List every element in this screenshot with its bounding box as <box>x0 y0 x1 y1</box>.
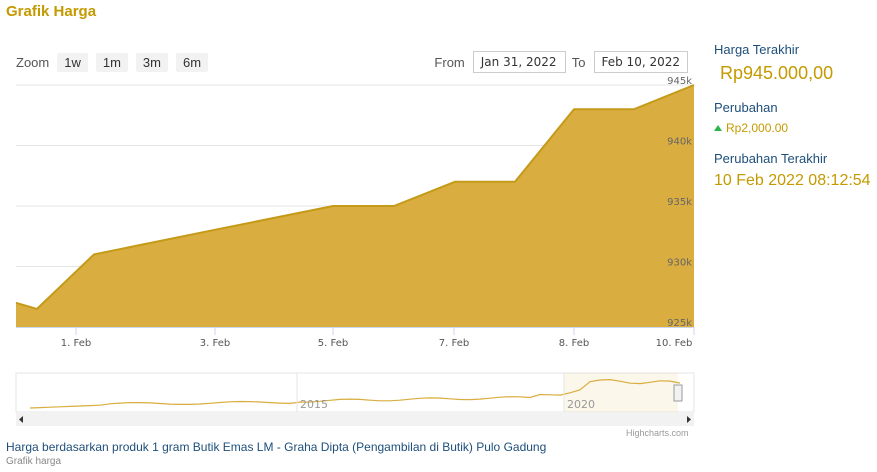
y-tick-label: 935k <box>667 197 692 208</box>
price-chart: Zoom 1w 1m 3m 6m From Jan 31, 2022 To Fe… <box>0 40 700 440</box>
last-change-label: Perubahan Terakhir <box>714 151 828 166</box>
change-row: Rp2,000.00 <box>714 121 874 135</box>
zoom-label: Zoom <box>16 54 50 70</box>
y-tick-label: 930k <box>667 258 692 269</box>
page-title: Grafik Harga <box>6 3 97 20</box>
change-value: Rp2,000.00 <box>726 121 789 135</box>
navigator-handle[interactable] <box>673 384 683 402</box>
y-tick-label: 925k <box>667 318 692 329</box>
scroll-right-arrow-icon[interactable] <box>687 416 691 423</box>
up-arrow-icon <box>714 125 722 131</box>
price-summary-panel: Harga Terakhir Rp945.000,00 Perubahan Rp… <box>714 42 874 190</box>
y-tick-label: 945k <box>667 76 692 87</box>
footer-subtitle: Grafik harga <box>6 456 62 467</box>
to-date-input[interactable]: Feb 10, 2022 <box>593 51 688 73</box>
x-tick-label: 1. Feb <box>61 338 91 349</box>
navigator-year-label: 2015 <box>300 398 328 411</box>
navigator-selection[interactable] <box>564 373 678 412</box>
from-label: From <box>434 54 465 70</box>
to-label: To <box>571 54 586 70</box>
x-tick-label: 5. Feb <box>318 338 348 349</box>
date-range-selector: From Jan 31, 2022 To Feb 10, 2022 <box>434 51 694 73</box>
y-tick-label: 940k <box>667 137 692 148</box>
scroll-left-arrow-icon[interactable] <box>19 416 23 423</box>
x-tick-label: 8. Feb <box>559 338 589 349</box>
navigator-frame <box>15 372 695 413</box>
x-tick-label: 3. Feb <box>200 338 230 349</box>
change-label: Perubahan <box>714 100 778 115</box>
last-price-value: Rp945.000,00 <box>720 63 834 83</box>
x-tick-label: 7. Feb <box>439 338 469 349</box>
zoom-1m-button[interactable]: 1m <box>95 52 128 72</box>
zoom-3m-button[interactable]: 3m <box>135 52 168 72</box>
credits-link[interactable]: Highcharts.com <box>626 428 689 438</box>
from-date-input[interactable]: Jan 31, 2022 <box>472 51 566 73</box>
navigator-scrollbar[interactable] <box>16 413 694 426</box>
navigator-series <box>29 378 681 409</box>
x-tick-label: 10. Feb <box>656 338 693 349</box>
zoom-6m-button[interactable]: 6m <box>175 52 209 72</box>
navigator-year-label: 2020 <box>567 398 595 411</box>
zoom-1w-button[interactable]: 1w <box>57 52 88 72</box>
last-price-label: Harga Terakhir <box>714 42 800 57</box>
zoom-selector: Zoom 1w 1m 3m 6m <box>16 52 216 72</box>
last-change-time: 10 Feb 2022 08:12:54 <box>714 172 871 189</box>
chart-svg: 945k 940k 935k 930k 925k 1. Feb 3. Feb 5. Feb 7… <box>15 76 695 426</box>
footer-title: Harga berdasarkan produk 1 gram Butik Em… <box>6 440 547 454</box>
price-line <box>15 84 695 311</box>
